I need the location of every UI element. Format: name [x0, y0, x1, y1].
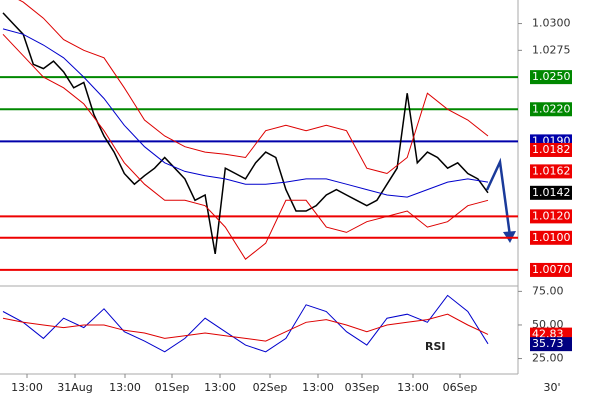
price-box — [530, 102, 572, 117]
x-tick-label: 13:00 — [11, 381, 43, 394]
series-line — [2, 28, 489, 198]
price-box-label: 1.0220 — [532, 102, 571, 115]
series-line — [2, 313, 489, 342]
series-line — [2, 294, 489, 353]
forecast-arrow — [485, 157, 512, 237]
price-box-label: 1.0182 — [532, 143, 571, 156]
price-box — [530, 209, 572, 224]
price-box — [530, 142, 572, 157]
x-tick-label: 06Sep — [443, 381, 478, 394]
price-box-label: 1.0070 — [532, 263, 571, 276]
price-box — [530, 70, 572, 85]
price-box-label: 1.0142 — [532, 186, 571, 199]
price-box-label: 35.73 — [532, 337, 564, 350]
series-line — [2, 33, 489, 260]
y-tick-label: 1.0300 — [532, 17, 571, 30]
price-box-label: 1.0120 — [532, 209, 571, 222]
panel-title: RSI — [425, 340, 446, 353]
price-box — [530, 337, 572, 352]
price-box — [530, 230, 572, 245]
x-tick-label: 13:00 — [204, 381, 236, 394]
y-tick-label: 75.00 — [532, 284, 564, 297]
price-box-label: 1.0100 — [532, 231, 571, 244]
x-tick-label: 02Sep — [253, 381, 288, 394]
series-line — [18, 0, 489, 175]
x-tick-label: 13:00 — [302, 381, 334, 394]
x-tick-label: 03Sep — [345, 381, 380, 394]
x-tick-label: 13:00 — [109, 381, 141, 394]
price-box — [530, 262, 572, 277]
price-box-label: 1.0250 — [532, 70, 571, 83]
x-tick-label: 01Sep — [155, 381, 190, 394]
price-box-label: 1.0162 — [532, 164, 571, 177]
y-tick-label: 25.00 — [532, 352, 564, 365]
x-tick-label: 13:00 — [397, 381, 429, 394]
x-tick-label: 31Aug — [57, 381, 92, 394]
price-box — [530, 185, 572, 200]
series-line — [2, 12, 489, 255]
y-tick-label: 1.0275 — [532, 43, 571, 56]
price-box — [530, 164, 572, 179]
timeframe-label: 30' — [543, 381, 560, 394]
